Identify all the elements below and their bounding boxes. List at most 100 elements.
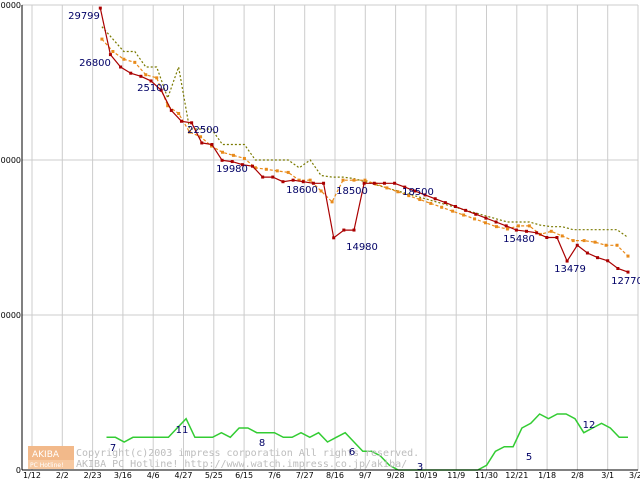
data-point-min-price [443, 201, 447, 205]
x-tick-label: 7/6 [268, 471, 281, 480]
x-tick-label: 11/9 [447, 471, 465, 480]
series-line-max-price [101, 26, 629, 238]
data-point-avg-price [374, 182, 378, 186]
x-tick-label: 3/1 [601, 471, 614, 480]
data-point-avg-price [626, 254, 630, 258]
series-line-shop-count [106, 413, 628, 471]
price-label: 19980 [216, 164, 248, 175]
y-tick-label: 10000 [0, 311, 21, 320]
data-point-min-price [149, 79, 153, 83]
data-point-min-price [403, 185, 407, 189]
data-point-avg-price [308, 178, 312, 182]
data-point-avg-price [604, 243, 608, 247]
data-point-min-price [230, 160, 234, 164]
price-label: 29799 [68, 11, 100, 22]
data-point-min-price [291, 178, 295, 182]
logo-sub-box [28, 460, 74, 469]
count-label: 3 [417, 462, 423, 473]
price-label: 14980 [346, 242, 378, 253]
data-point-min-price [575, 243, 579, 247]
data-point-avg-price [286, 170, 290, 174]
url-line: AKIBA PC Hotline! http://www.watch.impre… [76, 459, 407, 470]
y-tick-label: 30000 [0, 1, 21, 10]
data-point-min-price [342, 228, 346, 232]
data-point-min-price [332, 236, 336, 240]
price-label: 18600 [286, 185, 318, 196]
price-label: 18500 [336, 186, 368, 197]
data-point-min-price [616, 267, 620, 270]
data-point-min-price [555, 236, 559, 239]
x-tick-label: 10/19 [414, 471, 437, 480]
data-point-avg-price [429, 201, 433, 205]
data-point-avg-price [396, 190, 400, 194]
x-tick-label: 1/18 [538, 471, 556, 480]
price-label: 25100 [137, 83, 169, 94]
data-point-avg-price [231, 153, 235, 157]
data-point-min-price [129, 71, 133, 75]
count-label: 5 [526, 452, 532, 463]
data-point-avg-price [549, 229, 553, 233]
data-point-min-price [393, 181, 397, 185]
data-point-avg-price [473, 217, 477, 221]
x-tick-label: 8/16 [326, 471, 344, 480]
data-point-avg-price [133, 60, 137, 64]
x-tick-label: 4/6 [147, 471, 160, 480]
data-point-avg-price [407, 194, 411, 198]
data-point-avg-price [122, 57, 126, 61]
x-tick-label: 4/27 [175, 471, 193, 480]
data-point-avg-price [385, 186, 389, 190]
data-point-avg-price [210, 144, 214, 148]
x-tick-label: 5/25 [205, 471, 223, 480]
data-point-min-price [322, 181, 326, 185]
count-label: 8 [259, 438, 265, 449]
x-tick-label: 7/27 [296, 471, 314, 480]
data-point-min-price [179, 119, 183, 123]
data-point-min-price [261, 175, 265, 179]
price-series [98, 6, 630, 274]
data-point-min-price [464, 208, 468, 212]
data-point-avg-price [571, 239, 575, 243]
data-point-min-price [433, 197, 437, 201]
data-point-min-price [210, 143, 214, 146]
data-point-min-price [545, 236, 549, 239]
logo-text: AKIBA [32, 450, 60, 460]
data-point-min-price [159, 88, 163, 92]
data-point-min-price [240, 163, 244, 167]
price-label: 12770 [611, 276, 640, 287]
data-point-min-price [494, 220, 498, 224]
data-point-min-price [453, 205, 457, 208]
data-point-avg-price [220, 150, 224, 154]
data-point-avg-price [341, 178, 345, 182]
x-tick-label: 6/15 [235, 471, 253, 480]
data-point-min-price [606, 259, 610, 263]
x-tick-label: 2/2 [56, 471, 69, 480]
x-tick-label: 1/12 [23, 471, 41, 480]
data-point-min-price [301, 180, 305, 184]
data-point-avg-price [177, 112, 181, 115]
data-point-min-price [169, 108, 173, 112]
data-point-avg-price [352, 178, 356, 182]
data-point-avg-price [363, 178, 367, 182]
data-point-min-price [535, 231, 539, 235]
data-point-avg-price [330, 200, 334, 204]
x-tick-label: 3/21 [629, 471, 640, 480]
logo-sub: PC Hotline! [30, 462, 63, 469]
x-tick-label: 9/28 [387, 471, 405, 480]
data-point-avg-price [100, 37, 104, 41]
price-label: 26800 [79, 58, 111, 69]
data-point-avg-price [440, 205, 444, 209]
data-point-avg-price [144, 73, 148, 77]
data-point-min-price [514, 228, 518, 232]
data-point-avg-price [462, 213, 466, 217]
data-point-min-price [413, 189, 417, 193]
x-tick-label: 2/23 [84, 471, 102, 480]
data-labels: 29799 26800 25100 22500 19980 18600 18500 14980… [68, 11, 640, 473]
data-point-min-price [504, 224, 508, 228]
x-tick-label: 12/21 [505, 471, 528, 480]
x-tick-label: 11/30 [475, 471, 498, 480]
data-point-min-price [596, 256, 600, 260]
data-point-avg-price [494, 225, 498, 229]
